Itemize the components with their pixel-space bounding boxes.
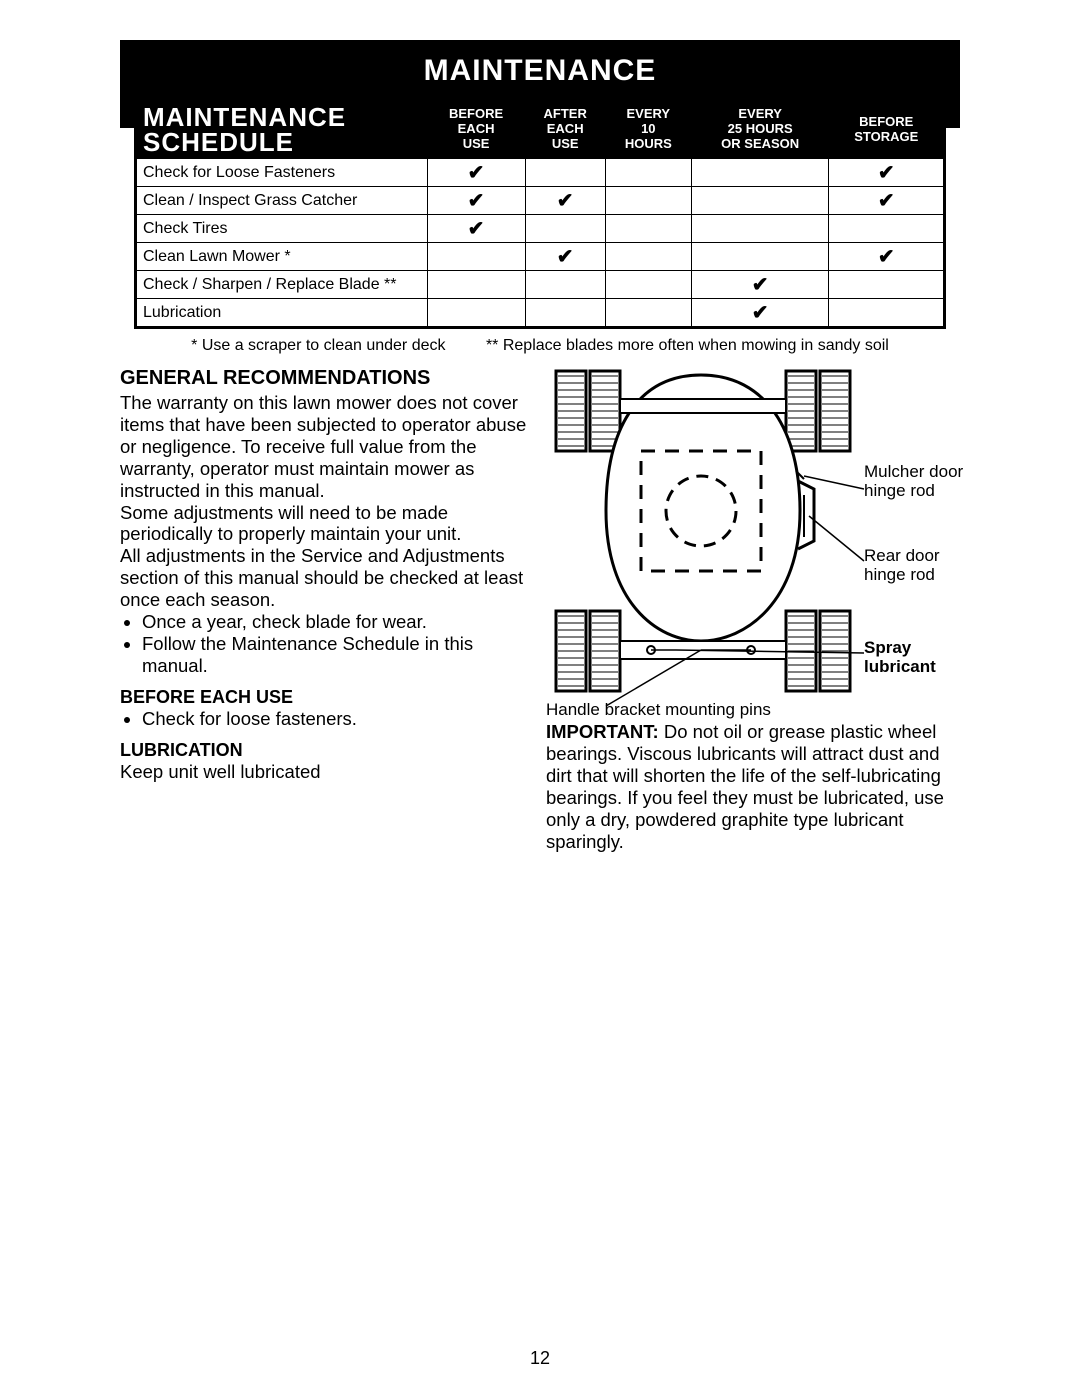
table-row: Clean / Inspect Grass Catcher ✔ ✔ ✔ (137, 187, 944, 215)
label-spray-lubricant: Spray lubricant (864, 639, 964, 676)
page-number: 12 (0, 1348, 1080, 1369)
row-label: Lubrication (137, 299, 428, 327)
maintenance-schedule-table: MAINTENANCESCHEDULE BEFOREEACHUSE AFTERE… (134, 98, 946, 329)
schedule-footnotes: * Use a scraper to clean under deck ** R… (134, 337, 946, 355)
col-before-each-use: BEFOREEACHUSE (427, 101, 525, 159)
check-cell: ✔ (525, 187, 605, 215)
checkmark-icon: ✔ (878, 190, 895, 212)
right-column: Mulcher door hinge rod Rear door hinge r… (540, 361, 960, 852)
heading-lubrication: LUBRICATION (120, 740, 530, 761)
check-cell: ✔ (427, 159, 525, 187)
check-cell (829, 215, 944, 243)
heading-before-each-use: BEFORE EACH USE (120, 687, 530, 708)
checkmark-icon: ✔ (468, 190, 485, 212)
row-label: Check Tires (137, 215, 428, 243)
table-row: Check / Sharpen / Replace Blade ** ✔ (137, 271, 944, 299)
body-columns: GENERAL RECOMMENDATIONS The warranty on … (120, 361, 960, 852)
list-item: Follow the Maintenance Schedule in this … (142, 633, 530, 677)
paragraph: Keep unit well lubricated (120, 761, 530, 783)
list-item: Check for loose fasteners. (142, 708, 530, 730)
table-row: Clean Lawn Mower * ✔ ✔ (137, 243, 944, 271)
check-cell (427, 271, 525, 299)
col-every-25-hours: EVERY25 HOURSOR SEASON (691, 101, 829, 159)
check-cell (829, 271, 944, 299)
check-cell (427, 243, 525, 271)
check-cell (605, 159, 691, 187)
label-mulcher-door: Mulcher door hinge rod (864, 463, 964, 500)
check-cell: ✔ (427, 215, 525, 243)
checkmark-icon: ✔ (468, 218, 485, 240)
paragraph: Some adjustments will need to be made pe… (120, 502, 530, 546)
check-cell: ✔ (525, 243, 605, 271)
check-cell (605, 215, 691, 243)
check-cell: ✔ (829, 243, 944, 271)
check-cell: ✔ (691, 271, 829, 299)
check-cell (605, 187, 691, 215)
label-handle-bracket: Handle bracket mounting pins (546, 701, 771, 720)
check-cell: ✔ (829, 159, 944, 187)
row-label: Check / Sharpen / Replace Blade ** (137, 271, 428, 299)
manual-page: MAINTENANCE MAINTENANCESCHEDULE BEFOREEA… (0, 0, 1080, 1397)
checkmark-icon: ✔ (878, 246, 895, 268)
important-paragraph: IMPORTANT: Do not oil or grease plastic … (546, 721, 960, 852)
mower-diagram: Mulcher door hinge rod Rear door hinge r… (546, 361, 960, 721)
checkmark-icon: ✔ (557, 246, 574, 268)
check-cell (691, 215, 829, 243)
table-row: Check for Loose Fasteners ✔ ✔ (137, 159, 944, 187)
check-cell: ✔ (829, 187, 944, 215)
check-cell (427, 299, 525, 327)
check-cell (605, 243, 691, 271)
col-after-each-use: AFTEREACHUSE (525, 101, 605, 159)
left-column: GENERAL RECOMMENDATIONS The warranty on … (120, 361, 540, 852)
check-cell (691, 159, 829, 187)
footnote-1: * Use a scraper to clean under deck (191, 337, 445, 354)
row-label: Clean / Inspect Grass Catcher (137, 187, 428, 215)
heading-general-recommendations: GENERAL RECOMMENDATIONS (120, 367, 530, 390)
label-rear-door: Rear door hinge rod (864, 547, 964, 584)
table-row: Lubrication ✔ (137, 299, 944, 327)
checkmark-icon: ✔ (557, 190, 574, 212)
row-label: Clean Lawn Mower * (137, 243, 428, 271)
footnote-2: ** Replace blades more often when mowing… (486, 337, 889, 354)
col-every-10-hours: EVERY10HOURS (605, 101, 691, 159)
check-cell (691, 243, 829, 271)
paragraph: The warranty on this lawn mower does not… (120, 392, 530, 501)
check-cell (525, 299, 605, 327)
schedule-title: MAINTENANCESCHEDULE (137, 101, 428, 159)
row-label: Check for Loose Fasteners (137, 159, 428, 187)
checkmark-icon: ✔ (878, 162, 895, 184)
check-cell (829, 299, 944, 327)
check-cell (691, 187, 829, 215)
check-cell (605, 271, 691, 299)
col-before-storage: BEFORESTORAGE (829, 101, 944, 159)
check-cell (525, 215, 605, 243)
table-row: Check Tires ✔ (137, 215, 944, 243)
check-cell: ✔ (427, 187, 525, 215)
check-cell (605, 299, 691, 327)
checkmark-icon: ✔ (468, 162, 485, 184)
paragraph: All adjustments in the Service and Adjus… (120, 545, 530, 610)
list-item: Once a year, check blade for wear. (142, 611, 530, 633)
check-cell: ✔ (691, 299, 829, 327)
check-cell (525, 159, 605, 187)
check-cell (525, 271, 605, 299)
important-label: IMPORTANT: (546, 721, 659, 742)
checkmark-icon: ✔ (752, 302, 769, 324)
checkmark-icon: ✔ (752, 274, 769, 296)
